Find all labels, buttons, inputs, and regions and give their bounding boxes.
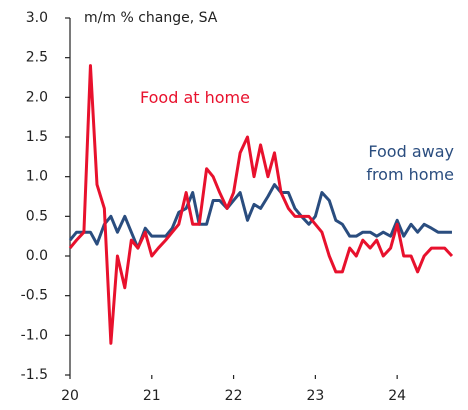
y-tick-label: 2.5	[26, 50, 48, 66]
y-tick-label: 1.0	[26, 169, 48, 185]
y-tick-label: 2.0	[26, 89, 48, 105]
series-label: Food at home	[140, 88, 250, 107]
series-line	[68, 183, 452, 250]
series-label: Food away from home	[366, 142, 454, 184]
y-tick-label: -1.5	[21, 367, 48, 383]
series-line	[68, 64, 454, 345]
chart-title: m/m % change, SA	[84, 10, 218, 26]
x-tick-label: 22	[225, 388, 243, 404]
y-tick-label: 0.5	[26, 208, 48, 224]
y-tick-label: 0.0	[26, 248, 48, 264]
y-tick-label: 3.0	[26, 10, 48, 26]
y-tick-label: -1.0	[21, 327, 48, 343]
x-tick-label: 20	[61, 388, 79, 404]
x-tick-label: 24	[388, 388, 406, 404]
y-tick-label: 1.5	[26, 129, 48, 145]
y-tick-label: -0.5	[21, 288, 48, 304]
x-tick-label: 21	[143, 388, 161, 404]
x-tick-label: 23	[306, 388, 324, 404]
